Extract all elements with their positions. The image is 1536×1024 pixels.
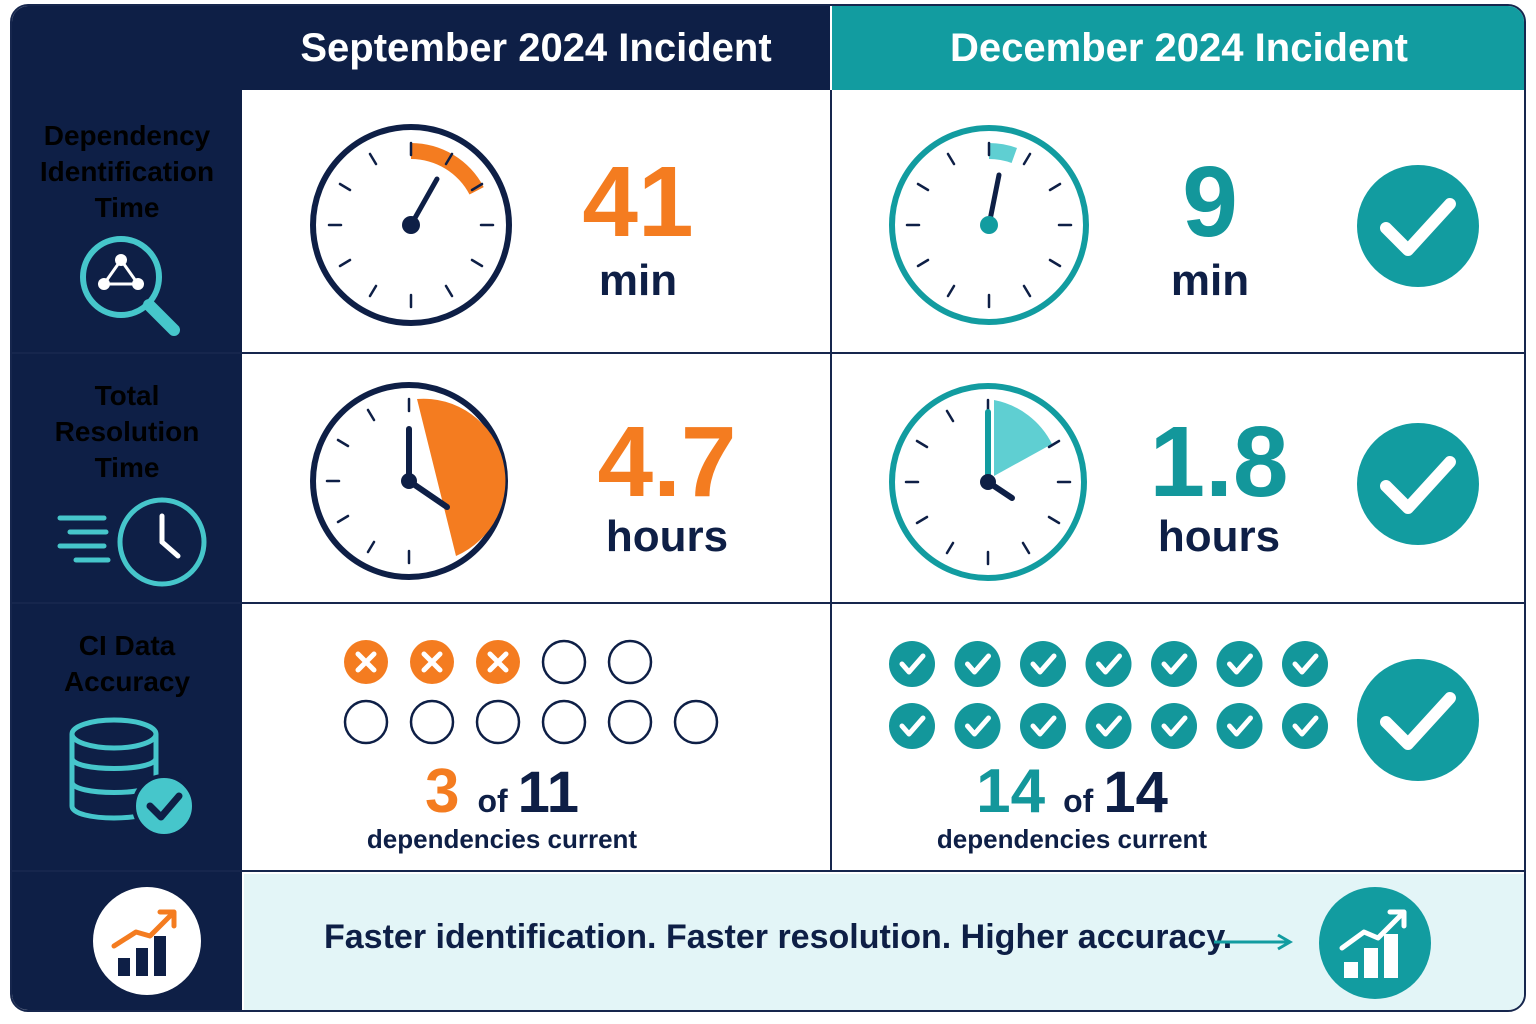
column-divider xyxy=(830,90,832,872)
accuracy-dec-total: 14 xyxy=(1103,760,1168,825)
dependency-check-dot xyxy=(954,703,1001,749)
accuracy-dec-of: of xyxy=(1063,783,1094,819)
dependency-check-dot xyxy=(1151,641,1197,687)
accuracy-sep-total: 11 xyxy=(517,760,579,825)
accuracy-sep-current: 3 xyxy=(424,757,460,826)
dependency-check-dot xyxy=(1085,703,1132,749)
resolution-sep-unit: hours xyxy=(605,512,729,561)
identification-dec-unit: min xyxy=(1170,256,1250,305)
dependency-empty-dot xyxy=(409,699,455,745)
accuracy-sep-of: of xyxy=(477,783,508,819)
footer-tagline: Faster identification. Faster resolution… xyxy=(324,918,1233,956)
growth-chart-icon xyxy=(1319,887,1431,999)
dependency-check-dot xyxy=(1020,703,1066,749)
sep-dependency-dots xyxy=(343,639,719,745)
checkmark-icon xyxy=(1357,423,1479,545)
dependency-empty-dot xyxy=(673,699,719,745)
dependency-check-dot xyxy=(1216,641,1263,687)
growth-chart-icon xyxy=(93,887,201,995)
identification-sep-unit: min xyxy=(598,256,678,305)
row-label-resolution: Total Resolution Time xyxy=(54,380,200,483)
dependency-empty-dot xyxy=(541,699,587,745)
row-label-accuracy: CI Data Accuracy xyxy=(63,630,191,697)
resolution-sep-value: 4.7 xyxy=(597,406,737,518)
footer-banner xyxy=(244,874,1524,1010)
dependency-check-dot xyxy=(1282,703,1328,749)
dependency-empty-dot xyxy=(607,699,653,745)
stopwatch-icon xyxy=(889,125,1089,325)
checkmark-icon xyxy=(1357,659,1479,781)
accuracy-sep-caption: dependencies current xyxy=(366,824,638,854)
resolution-dec-value: 1.8 xyxy=(1149,406,1289,518)
header-corner xyxy=(12,6,242,90)
row-divider xyxy=(12,352,1524,354)
dependency-check-dot xyxy=(954,641,1001,687)
header-december: December 2024 Incident xyxy=(832,6,1524,90)
dependency-check-dot xyxy=(1282,641,1328,687)
dependency-check-dot xyxy=(1085,641,1132,687)
stopwatch-icon xyxy=(310,124,512,326)
dependency-empty-dot xyxy=(343,699,389,745)
fast-clock-icon xyxy=(57,497,207,587)
dependency-check-dot xyxy=(889,641,935,687)
accuracy-dec-count: 14 of 14 xyxy=(922,756,1222,827)
dependency-flagged-dot xyxy=(344,640,388,684)
dependency-empty-dot xyxy=(607,639,653,685)
dependency-check-dot xyxy=(1020,641,1066,687)
database-check-icon xyxy=(69,717,196,838)
dependency-check-dot xyxy=(1151,703,1197,749)
arrow-right-icon xyxy=(1214,933,1293,951)
dependency-check-dot xyxy=(1216,703,1263,749)
dependency-empty-dot xyxy=(541,639,587,685)
row-label-identification: Dependency Identification Time xyxy=(39,120,215,223)
dec-dependency-dots xyxy=(889,641,1328,749)
accuracy-dec-current: 14 xyxy=(976,757,1046,826)
dependency-empty-dot xyxy=(475,699,521,745)
comparison-infographic: September 2024 Incident December 2024 In… xyxy=(10,4,1526,1012)
magnifier-network-icon xyxy=(80,236,180,336)
header-september: September 2024 Incident xyxy=(242,6,830,90)
resolution-dec-unit: hours xyxy=(1157,512,1281,561)
checkmark-icon xyxy=(1357,165,1479,287)
stopwatch-icon xyxy=(310,382,508,580)
accuracy-sep-count: 3 of 11 xyxy=(342,756,662,827)
accuracy-dec-caption: dependencies current xyxy=(936,824,1208,854)
stopwatch-icon xyxy=(889,383,1087,581)
dependency-flagged-dot xyxy=(410,640,454,684)
row-divider xyxy=(12,602,1524,604)
identification-sep-value: 41 xyxy=(582,146,694,258)
dependency-check-dot xyxy=(889,703,935,749)
identification-dec-value: 9 xyxy=(1182,146,1238,258)
dependency-flagged-dot xyxy=(476,640,520,684)
row-divider xyxy=(12,870,1524,872)
